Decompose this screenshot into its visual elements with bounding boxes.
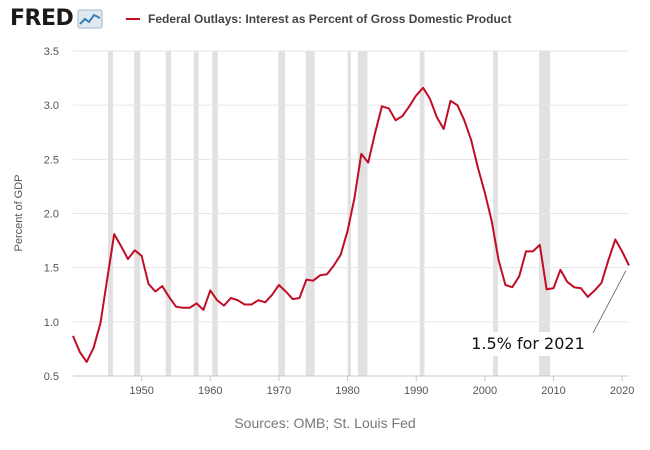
y-axis-ticks: 0.5 1.0 1.5 2.0 2.5 3.0 3.5 [44,46,59,383]
trend-line-icon [77,9,103,28]
annotation: 1.5% for 2021 [466,270,627,356]
y-tick-label: 2.0 [44,209,59,221]
legend[interactable]: Federal Outlays: Interest as Percent of … [126,12,511,26]
x-axis-ticks: 1950 1960 1970 1980 1990 2000 2010 2020 [73,375,634,397]
legend-label: Federal Outlays: Interest as Percent of … [148,12,512,26]
x-tick-label: 1980 [335,385,359,397]
x-tick-label: 2010 [541,385,565,397]
legend-swatch [126,18,140,20]
x-tick-label: 1960 [198,385,222,397]
logo-text: FRED [10,6,74,31]
x-tick-label: 2000 [473,385,497,397]
x-tick-label: 2020 [610,385,634,397]
y-axis-label: Percent of GDP [13,174,25,251]
chart-header: FRED Federal Outlays: Interest as Percen… [10,6,640,32]
y-tick-label: 3.5 [44,46,59,58]
x-tick-label: 1970 [267,385,291,397]
series-layer [72,86,630,363]
line-chart[interactable]: 0.51.01.52.02.53.03.5 1950 1960 1970 1980 19… [0,0,650,410]
annotation-text: 1.5% for 2021 [471,334,585,353]
y-tick-label: 1.0 [44,317,59,329]
y-tick-label: 3.0 [44,100,59,112]
y-tick-label: 2.5 [44,154,59,166]
y-tick-label: 0.5 [44,371,59,383]
x-tick-label: 1950 [129,385,153,397]
x-tick-label: 1990 [404,385,428,397]
fred-logo[interactable]: FRED [10,6,103,31]
annotation-box [466,332,590,356]
source-note: Sources: OMB; St. Louis Fed [234,415,416,431]
annotation-pointer [592,270,627,334]
y-tick-label: 1.5 [44,263,59,275]
series-line[interactable] [72,86,630,363]
